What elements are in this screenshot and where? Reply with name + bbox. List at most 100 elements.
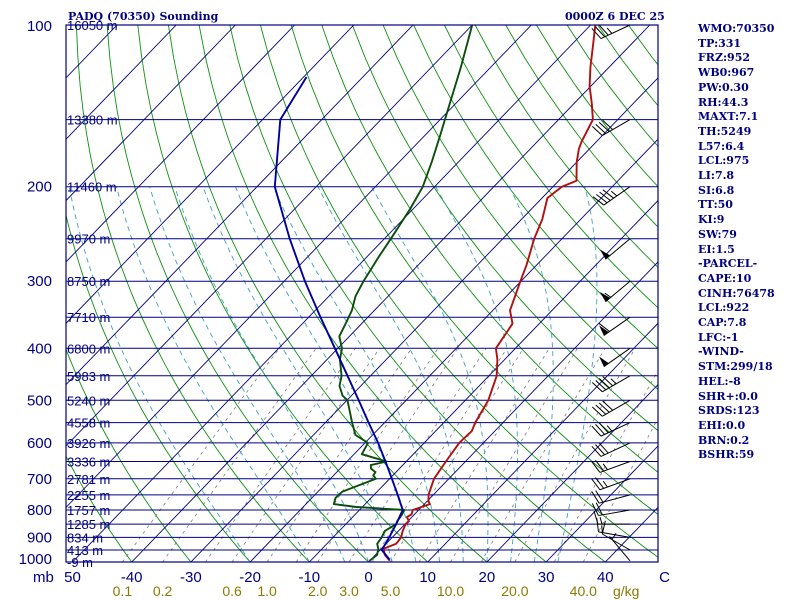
temperature-tick-label: C [659, 569, 670, 586]
index-item: HEL:-8 [698, 374, 741, 388]
index-item: SI:6.8 [698, 183, 735, 197]
moist-adiabat [68, 186, 251, 562]
pressure-label-900: 900 [27, 529, 52, 546]
pressure-unit-label: mb [33, 569, 54, 586]
pressure-label-800: 800 [27, 502, 52, 519]
index-item: TP:331 [698, 36, 742, 50]
wind-barb [592, 186, 631, 206]
wind-barb [598, 316, 631, 336]
isotherm [131, 25, 651, 562]
moist-adiabat [116, 186, 310, 562]
height-label: 5983 m [67, 369, 110, 384]
isotherm [66, 25, 414, 386]
height-label: 6800 m [67, 341, 110, 356]
wind-barb [591, 24, 631, 39]
height-label: 16050 m [67, 18, 118, 33]
mixing-ratio-unit-label: g/kg [613, 583, 639, 599]
mixing-ratio-tick-label: 1.0 [257, 583, 277, 599]
index-item: EHI:0.0 [698, 418, 746, 432]
temperature-tick-label: -30 [180, 569, 202, 586]
index-item: TT:50 [698, 198, 733, 212]
mixing-ratio-tick-label: 0.6 [222, 583, 242, 599]
isotherm [66, 25, 236, 202]
isotherm [249, 138, 658, 562]
pressure-label-400: 400 [27, 340, 52, 357]
wind-barb [591, 502, 631, 517]
index-item: KI:9 [698, 213, 725, 227]
isotherm [66, 25, 532, 509]
sounding-traces [273, 25, 597, 562]
index-item: STM:299/18 [698, 360, 773, 374]
parcel-trace [273, 76, 404, 561]
isotherm [308, 199, 658, 562]
isotherm [66, 25, 355, 324]
index-item: CAP:7.8 [698, 316, 747, 330]
pressure-label-200: 200 [27, 179, 52, 196]
height-label: -9 m [67, 555, 93, 570]
pressure-label-500: 500 [27, 392, 52, 409]
wind-barb [591, 477, 631, 491]
pressure-label-100: 100 [27, 18, 52, 35]
index-item: PW:0.30 [698, 80, 749, 94]
height-label: 3926 m [67, 436, 110, 451]
wind-barb [599, 347, 631, 368]
index-item: WMO:70350 [698, 22, 775, 35]
chart-title: PADQ (70350) Sounding [68, 10, 219, 23]
background-lines [66, 25, 658, 562]
mixing-ratio-tick-label: 2.0 [308, 583, 328, 599]
height-label: 834 m [67, 530, 103, 545]
mixing-ratio-tick-label: 0.2 [153, 583, 173, 599]
temperature-tick-label: -10 [298, 569, 320, 586]
isotherm [72, 25, 591, 562]
height-label: 11460 m [67, 180, 117, 195]
temperature-tick-label: 50 [64, 569, 81, 586]
wind-barb [593, 510, 630, 525]
index-item: FRZ:952 [698, 51, 751, 65]
isotherm [368, 261, 658, 562]
temperature-tick-label: 0 [364, 569, 372, 586]
mixing-ratio-tick-label: 0.1 [113, 583, 133, 599]
wind-barb [591, 399, 631, 417]
mixing-ratio-tick-label: 10.0 [437, 583, 464, 599]
wind-barb [591, 442, 631, 457]
wind-barb [591, 422, 631, 437]
index-item: CAPE:10 [698, 271, 752, 285]
pressure-label-1000: 1000 [19, 551, 52, 568]
height-label: 3336 m [67, 455, 110, 470]
isotherm [486, 384, 658, 562]
index-item: L57:6.4 [698, 139, 745, 153]
height-label: 4558 m [67, 416, 110, 431]
isotherm [66, 25, 295, 263]
height-label: 9970 m [67, 232, 110, 247]
stability-index-panel: WMO:70350 TP:331 FRZ:952 WB0:967 PW:0.30 RH:4… [698, 22, 798, 463]
mixing-ratio-tick-label: 20.0 [501, 583, 528, 599]
mixing-ratio-tick-label: 40.0 [570, 583, 597, 599]
index-item: CINH:76478 [698, 286, 775, 300]
temperature-trace [382, 25, 597, 562]
height-label: 2255 m [67, 488, 110, 503]
wind-barb [591, 375, 631, 393]
height-label: 1757 m [67, 503, 110, 518]
index-item: -PARCEL- [698, 257, 758, 271]
index-item: EI:1.5 [698, 242, 735, 256]
index-item: LCL:922 [698, 301, 750, 315]
wind-barb [591, 459, 631, 473]
isotherm [190, 77, 658, 562]
temperature-tick-label: 10 [419, 569, 436, 586]
pressure-label-300: 300 [27, 273, 52, 290]
height-label: 2781 m [67, 472, 110, 487]
index-item: BSHR:59 [698, 448, 755, 462]
temperature-tick-label: 30 [538, 569, 555, 586]
plot-frame [65, 24, 659, 563]
index-item: LFC:-1 [698, 330, 739, 344]
temperature-tick-label: -40 [121, 569, 143, 586]
index-item: LCL:975 [698, 154, 750, 168]
isotherm [66, 25, 473, 447]
index-item: BRN:0.2 [698, 433, 750, 447]
index-item: SW:79 [698, 227, 737, 241]
wind-barb [591, 490, 631, 504]
height-label: 5240 m [67, 393, 110, 408]
index-item: MAXT:7.1 [698, 110, 759, 124]
